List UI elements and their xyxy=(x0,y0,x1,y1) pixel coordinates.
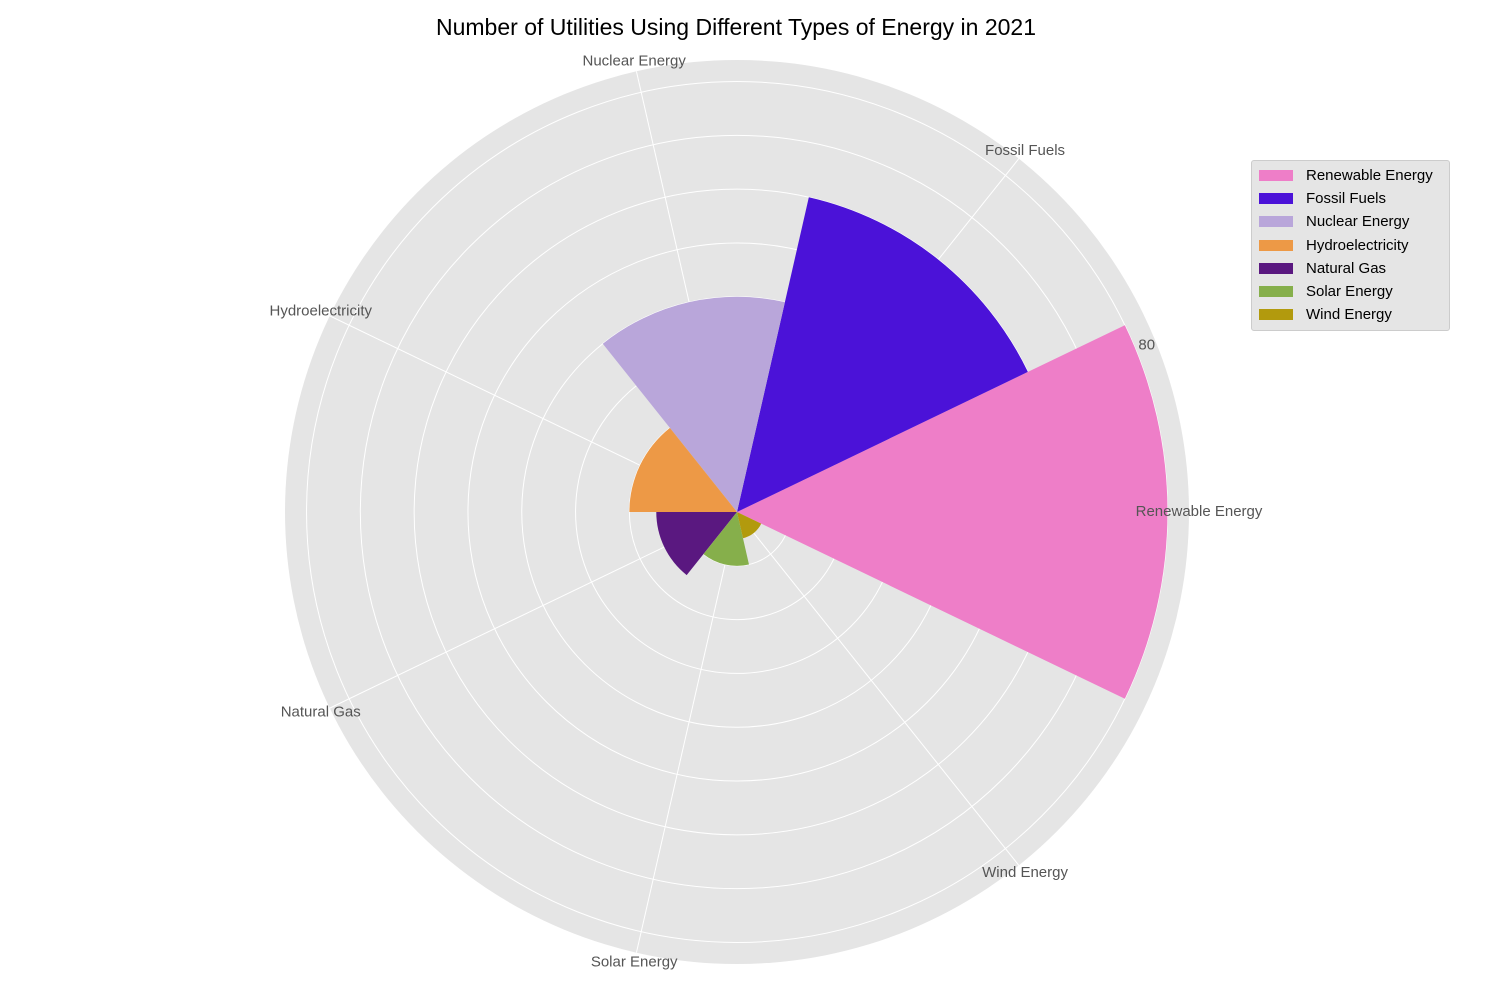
category-labels: Renewable Energy Fossil Fuels Nuclear Ener… xyxy=(269,53,1262,971)
bar-renewable-energy xyxy=(737,325,1168,699)
legend-swatch xyxy=(1259,193,1293,205)
category-label-fossil-fuels: Fossil Fuels xyxy=(985,142,1065,159)
legend: Renewable Energy Fossil Fuels Nuclear Ener… xyxy=(1251,160,1450,332)
legend-label: Solar Energy xyxy=(1306,283,1393,301)
legend-swatch xyxy=(1259,216,1293,228)
grid-spoke xyxy=(635,511,738,953)
category-label-renewable-energy: Renewable Energy xyxy=(1136,503,1263,520)
legend-swatch xyxy=(1259,239,1293,251)
legend-item: Natural Gas xyxy=(1252,257,1449,280)
legend-swatch xyxy=(1259,170,1293,182)
legend-item: Solar Energy xyxy=(1252,280,1449,303)
radial-ticks: 80 xyxy=(1138,337,1155,354)
legend-swatch xyxy=(1259,309,1293,321)
legend-label: Wind Energy xyxy=(1306,306,1392,324)
grid-spoke xyxy=(736,511,1020,866)
legend-label: Natural Gas xyxy=(1306,259,1387,277)
legend-swatch xyxy=(1259,262,1293,274)
chart-title: Number of Utilities Using Different Type… xyxy=(436,14,1036,40)
bar-wind-energy xyxy=(737,512,762,539)
legend-swatch xyxy=(1259,286,1293,298)
legend-label: Fossil Fuels xyxy=(1306,190,1387,208)
legend-label: Renewable Energy xyxy=(1306,167,1433,185)
bar-hydroelectricity xyxy=(629,427,737,512)
legend-item: Nuclear Energy xyxy=(1252,210,1449,233)
bar-natural-gas xyxy=(656,512,737,576)
category-label-hydroelectricity: Hydroelectricity xyxy=(269,303,372,320)
radial-tick-label: 80 xyxy=(1138,337,1155,354)
category-label-natural-gas: Natural Gas xyxy=(281,703,361,720)
legend-item: Renewable Energy xyxy=(1252,164,1449,187)
bar-solar-energy xyxy=(703,512,749,566)
bar-nuclear-energy xyxy=(602,296,785,512)
legend-item: Wind Energy xyxy=(1252,303,1449,326)
legend-item: Hydroelectricity xyxy=(1252,234,1449,257)
bars xyxy=(602,197,1168,699)
legend-label: Hydroelectricity xyxy=(1306,236,1409,254)
bar-fossil-fuels xyxy=(737,197,1028,513)
category-label-solar-energy: Solar Energy xyxy=(591,953,678,970)
category-label-wind-energy: Wind Energy xyxy=(982,864,1068,881)
category-label-nuclear-energy: Nuclear Energy xyxy=(583,53,687,70)
legend-item: Fossil Fuels xyxy=(1252,187,1449,210)
legend-label: Nuclear Energy xyxy=(1306,213,1410,231)
